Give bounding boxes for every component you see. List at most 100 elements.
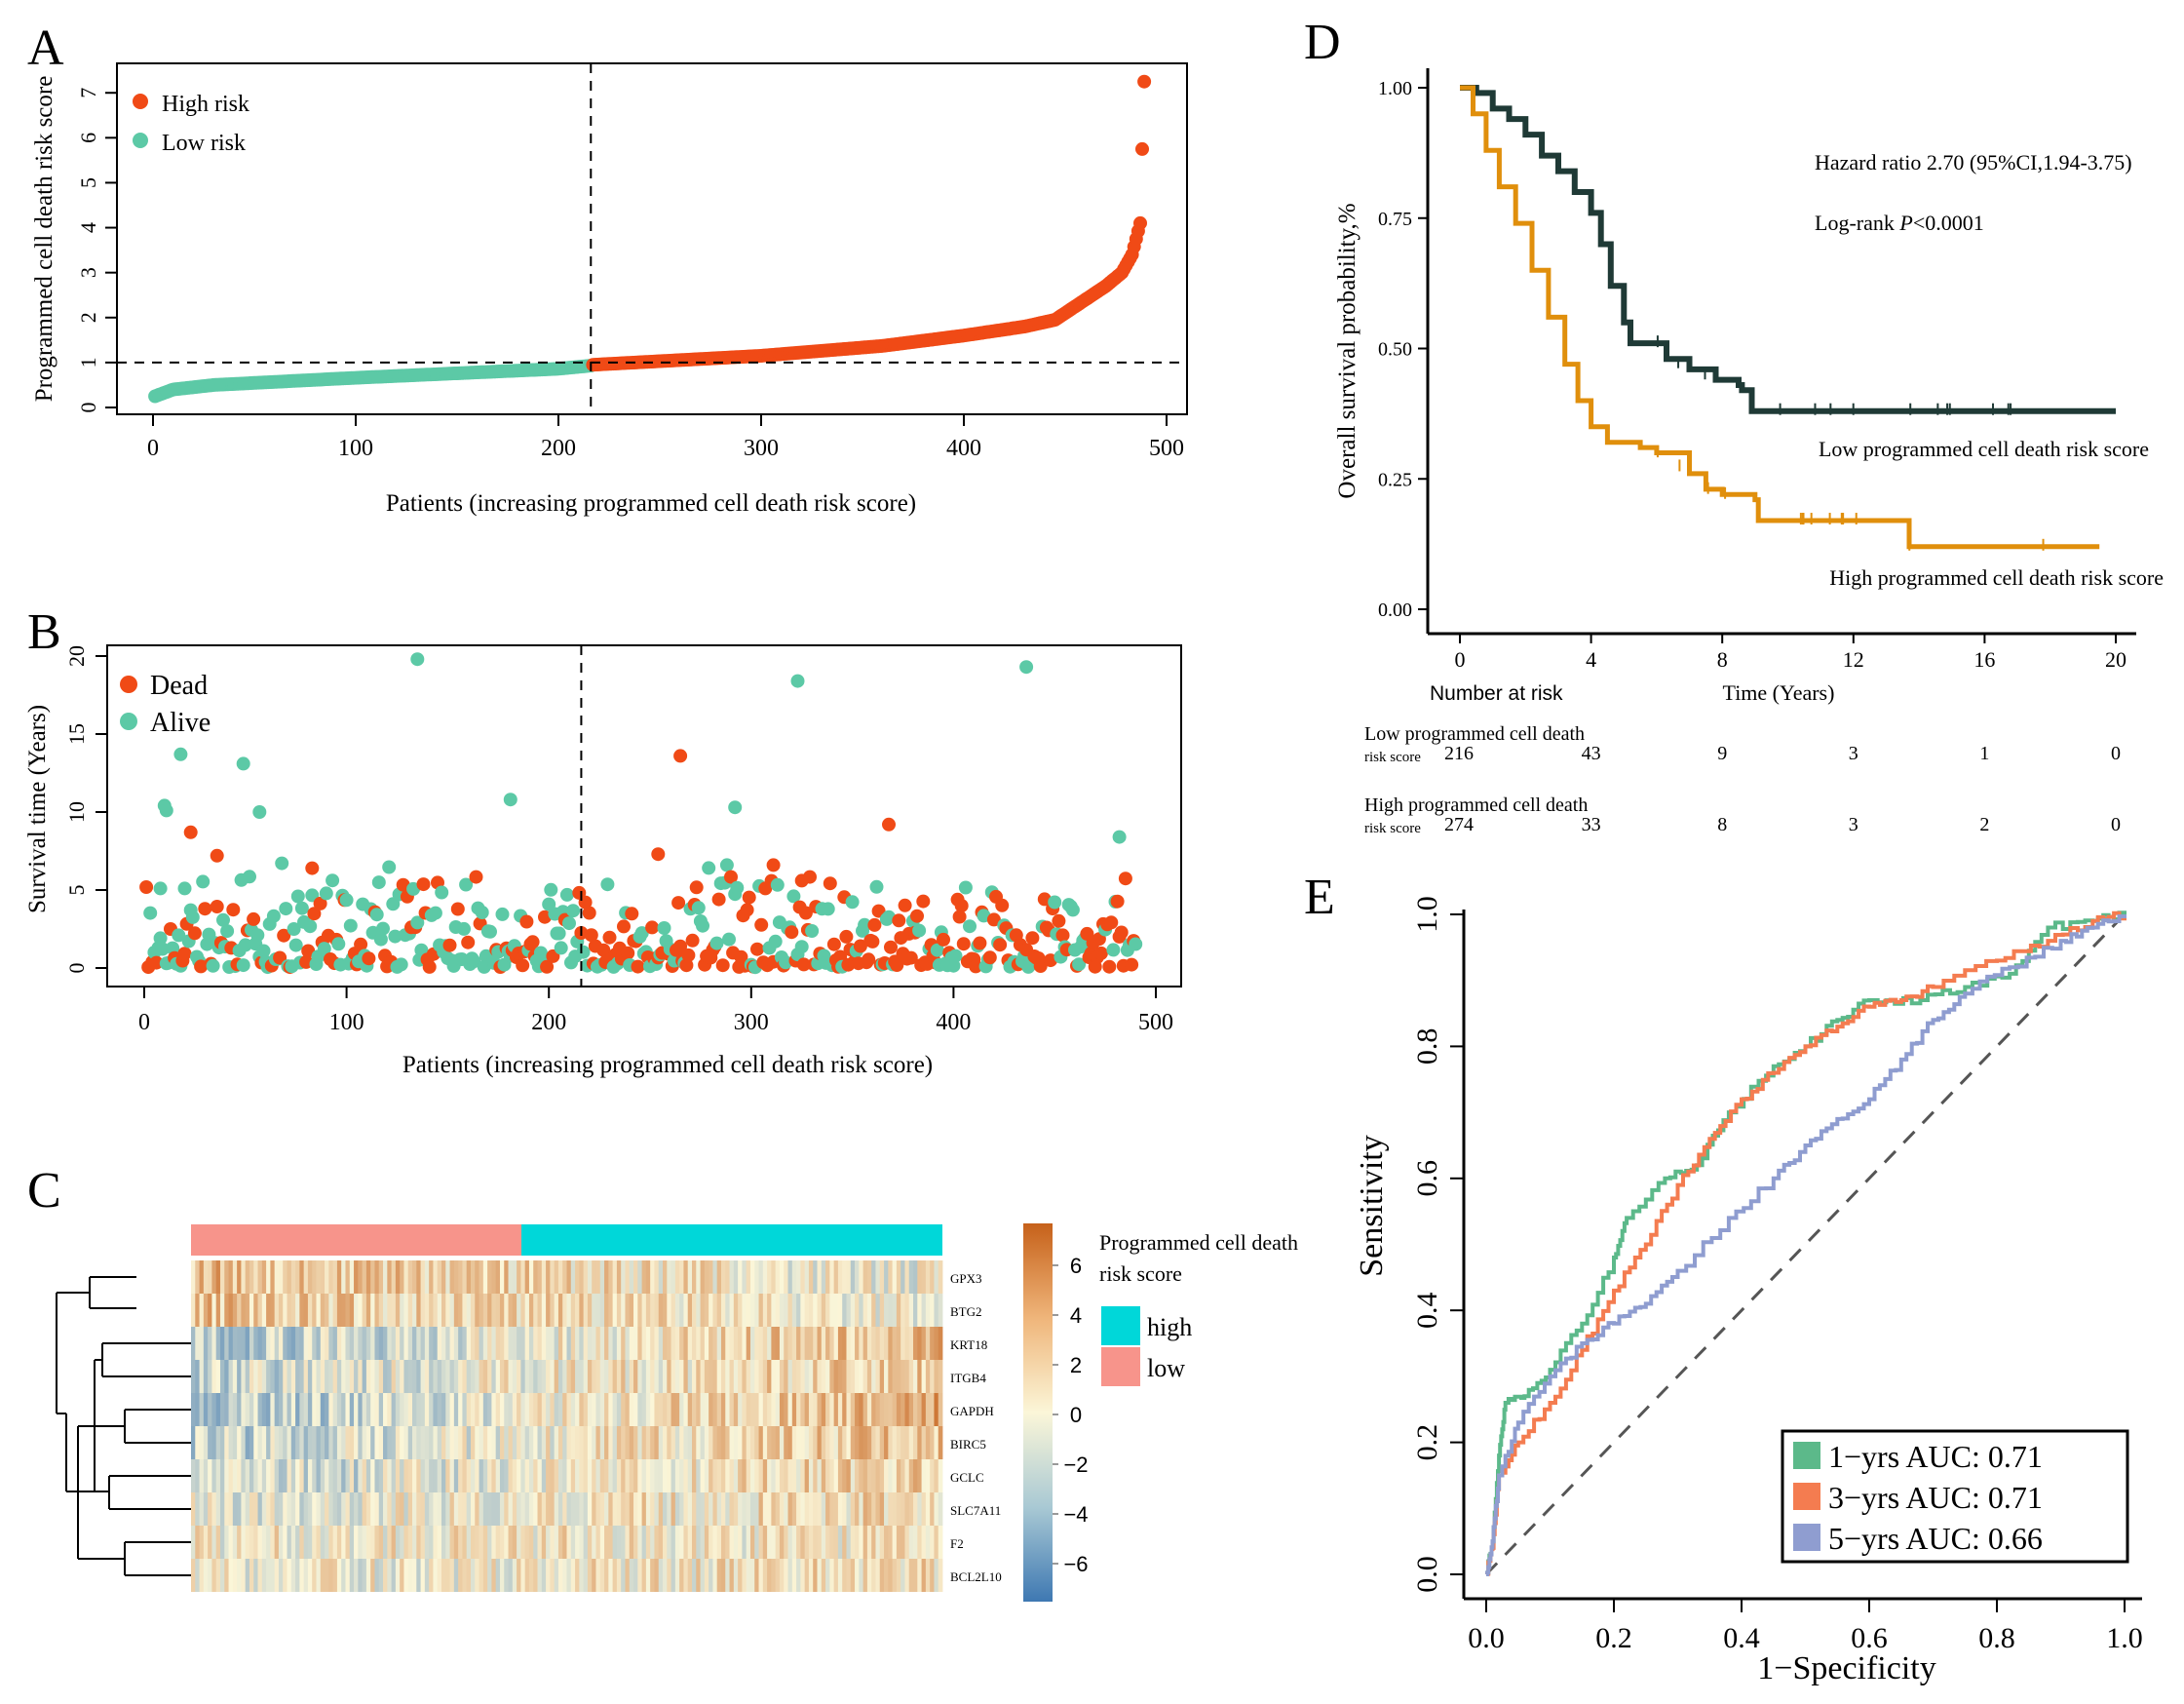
heatmap-cell [738, 1426, 743, 1459]
heatmap-cell [925, 1526, 931, 1559]
heatmap-cell [729, 1459, 735, 1492]
heatmap-cell [336, 1559, 342, 1592]
heatmap-cell [575, 1294, 580, 1327]
heatmap-cell [616, 1426, 622, 1459]
heatmap-cell [791, 1294, 797, 1327]
heatmap-cell [633, 1426, 638, 1459]
heatmap-cell [749, 1426, 755, 1459]
heatmap-cell [570, 1492, 576, 1526]
heatmap-cell [195, 1526, 200, 1559]
heatmap-cell [312, 1559, 317, 1592]
heatmap-cell [658, 1459, 664, 1492]
heatmap-cell [287, 1426, 292, 1459]
heatmap-cell [621, 1327, 626, 1360]
panel-d-xtick-label: 16 [1973, 647, 1995, 672]
panel-b-ytick-label: 10 [64, 801, 89, 823]
heatmap-cell [349, 1360, 355, 1393]
dead-point [198, 902, 212, 916]
panel-label-a: A [27, 20, 64, 76]
heatmap-cell [266, 1459, 271, 1492]
heatmap-cell [224, 1260, 229, 1294]
dead-point [422, 959, 437, 974]
heatmap-cell [290, 1393, 296, 1426]
heatmap-cell [424, 1526, 430, 1559]
heatmap-cell [403, 1426, 409, 1459]
heatmap-cell [416, 1492, 421, 1526]
panel-a-ytick-label: 5 [76, 177, 100, 188]
heatmap-cell [692, 1260, 697, 1294]
heatmap-cell [341, 1393, 346, 1426]
heatmap-cell [683, 1327, 689, 1360]
dead-point [862, 952, 876, 967]
heatmap-cell [829, 1393, 835, 1426]
heatmap-cell [320, 1294, 326, 1327]
heatmap-cell [687, 1459, 693, 1492]
heatmap-cell [546, 1492, 551, 1526]
heatmap-cell [796, 1426, 801, 1459]
dead-point [177, 947, 192, 961]
heatmap-cell [320, 1260, 326, 1294]
heatmap-cell [462, 1294, 468, 1327]
legend-roc1-label: 1−yrs AUC: 0.71 [1828, 1439, 2043, 1474]
heatmap-cell [641, 1426, 647, 1459]
heatmap-cell [829, 1327, 835, 1360]
heatmap-cell [692, 1393, 697, 1426]
heatmap-cell [663, 1327, 668, 1360]
heatmap-cell [808, 1559, 814, 1592]
gene-label: GAPDH [950, 1404, 994, 1418]
heatmap-cell [687, 1526, 693, 1559]
heatmap-cell [658, 1327, 664, 1360]
heatmap-cell [934, 1526, 939, 1559]
heatmap-cell [245, 1426, 250, 1459]
panel-e-ytick-label: 0.8 [1411, 1028, 1443, 1065]
heatmap-cell [704, 1360, 709, 1393]
heatmap-cell [712, 1526, 718, 1559]
heatmap-cell [332, 1459, 338, 1492]
heatmap-cell [599, 1559, 605, 1592]
heatmap-cell [817, 1294, 823, 1327]
heatmap-cell [287, 1459, 292, 1492]
heatmap-cell [537, 1260, 543, 1294]
heatmap-cell [328, 1492, 334, 1526]
heatmap-cell [725, 1426, 730, 1459]
alive-point [475, 906, 489, 919]
heatmap-cell [332, 1526, 338, 1559]
heatmap-cell [524, 1393, 530, 1426]
alive-point [552, 926, 566, 941]
heatmap-cell [896, 1492, 901, 1526]
heatmap-cell [479, 1526, 484, 1559]
heatmap-cell [716, 1459, 722, 1492]
heatmap-cell [241, 1559, 247, 1592]
heatmap-cell [261, 1360, 267, 1393]
heatmap-cell [575, 1426, 580, 1459]
heatmap-cell [249, 1559, 254, 1592]
alive-point [730, 880, 745, 895]
heatmap-cell [579, 1327, 585, 1360]
heatmap-cell [441, 1526, 446, 1559]
heatmap-cell [374, 1459, 380, 1492]
heatmap-cell [654, 1360, 660, 1393]
heatmap-cell [341, 1426, 346, 1459]
heatmap-cell [612, 1327, 618, 1360]
heatmap-cell [866, 1426, 872, 1459]
heatmap-cell [520, 1492, 526, 1526]
heatmap-cell [720, 1393, 726, 1426]
km-low-risk-curve [1460, 85, 2116, 414]
heatmap-cell [219, 1492, 225, 1526]
heatmap-cell [336, 1459, 342, 1492]
heatmap-cell [813, 1393, 818, 1426]
heatmap-cell [762, 1360, 768, 1393]
heatmap-cell [495, 1459, 501, 1492]
heatmap-cell [508, 1294, 514, 1327]
heatmap-cell [528, 1526, 534, 1559]
heatmap-cell [592, 1459, 596, 1492]
heatmap-cell [495, 1260, 501, 1294]
heatmap-cell [629, 1327, 634, 1360]
heatmap-cell [257, 1559, 263, 1592]
heatmap-cell [270, 1526, 276, 1559]
heatmap-cell [332, 1260, 338, 1294]
alive-point [382, 860, 397, 874]
heatmap-cell [746, 1526, 751, 1559]
alive-point [243, 870, 256, 884]
panel-label-c: C [27, 1163, 61, 1219]
